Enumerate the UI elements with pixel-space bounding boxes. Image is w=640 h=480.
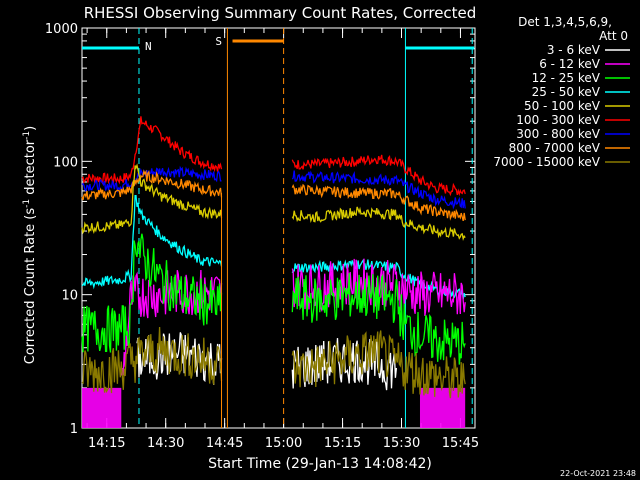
legend-label: 100 - 300 keV: [516, 113, 600, 127]
legend-header-1: Det 1,3,4,5,6,9,: [518, 15, 612, 29]
x-axis-title: Start Time (29-Jan-13 14:08:42): [208, 456, 432, 472]
series-line: [81, 233, 466, 365]
saa-label: S: [215, 35, 222, 48]
x-tick-label: 15:45: [442, 436, 479, 451]
chart-title: RHESSI Observing Summary Count Rates, Co…: [84, 4, 477, 22]
y-tick-label: 1000: [45, 22, 78, 37]
legend-label: 800 - 7000 keV: [509, 141, 601, 155]
y-axis-title: Corrected Count Rate (s-1 detector-1): [22, 126, 38, 364]
x-tick-label: 14:30: [147, 436, 184, 451]
legend-label: 7000 - 15000 keV: [493, 155, 600, 169]
x-tick-label: 14:45: [206, 436, 243, 451]
series-line: [81, 169, 466, 222]
legend-label: 25 - 50 keV: [532, 85, 601, 99]
series-line: [81, 326, 466, 399]
legend-header-2: Att 0: [599, 29, 628, 43]
legend-label: 12 - 25 keV: [532, 71, 601, 85]
plot-area: 1 10 100 1000 14:15 14:30 14:45 15:00 15:15 15:30…: [45, 22, 479, 451]
x-tick-label: 14:15: [88, 436, 125, 451]
magenta-night-block: [82, 387, 122, 428]
series-line: [81, 163, 466, 241]
legend-label: 6 - 12 keV: [539, 57, 601, 71]
footer-timestamp: 22-Oct-2021 23:48: [560, 469, 636, 478]
x-tick-label: 15:00: [265, 436, 302, 451]
x-tick-label: 15:30: [383, 436, 420, 451]
y-tick-label: 1: [70, 422, 78, 437]
legend-label: 50 - 100 keV: [524, 99, 601, 113]
legend-label: 300 - 800 keV: [516, 127, 600, 141]
series-line: [81, 165, 466, 210]
legend-label: 3 - 6 keV: [547, 43, 601, 57]
x-tick-label: 15:15: [324, 436, 361, 451]
series-line: [81, 116, 466, 197]
y-tick-label: 100: [53, 155, 78, 170]
y-tick-label: 10: [61, 289, 78, 304]
night-label: N: [145, 40, 152, 53]
